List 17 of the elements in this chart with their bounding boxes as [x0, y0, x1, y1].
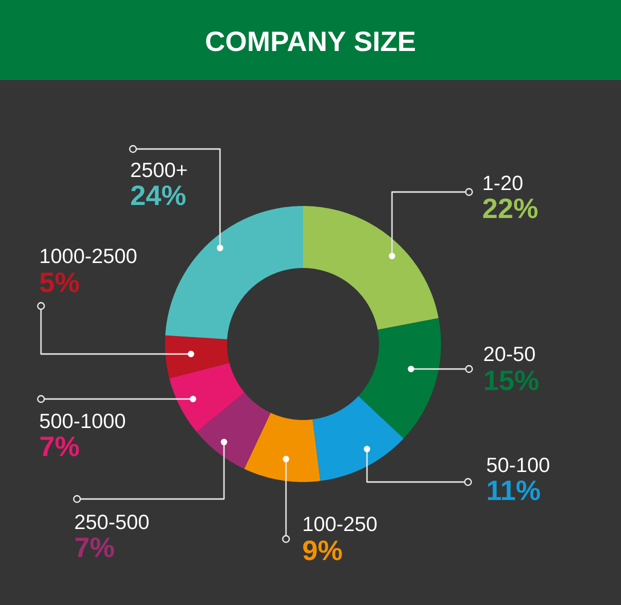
- slice-label: 500-1000: [40, 414, 126, 428]
- slice-label: 1-20: [484, 176, 522, 190]
- data-label: 24%: [131, 185, 186, 206]
- data-label: 5%: [40, 272, 79, 292]
- slice-label: 250-500: [75, 514, 149, 530]
- slice-label: 1000-2500: [40, 248, 136, 264]
- data-label: 9%: [303, 540, 342, 560]
- chart-title: COMPANY SIZE: [206, 31, 415, 52]
- slice-label: 100-250: [304, 516, 377, 532]
- slice-label: 2500+: [131, 162, 187, 178]
- data-label: 11%: [488, 480, 540, 500]
- slice-label: 20-50: [484, 346, 535, 362]
- slice-label: 50-100: [487, 458, 550, 472]
- data-label: 15%: [484, 370, 538, 390]
- data-label: 7%: [75, 538, 114, 558]
- data-label: 22%: [483, 198, 538, 218]
- data-label: 7%: [40, 436, 79, 456]
